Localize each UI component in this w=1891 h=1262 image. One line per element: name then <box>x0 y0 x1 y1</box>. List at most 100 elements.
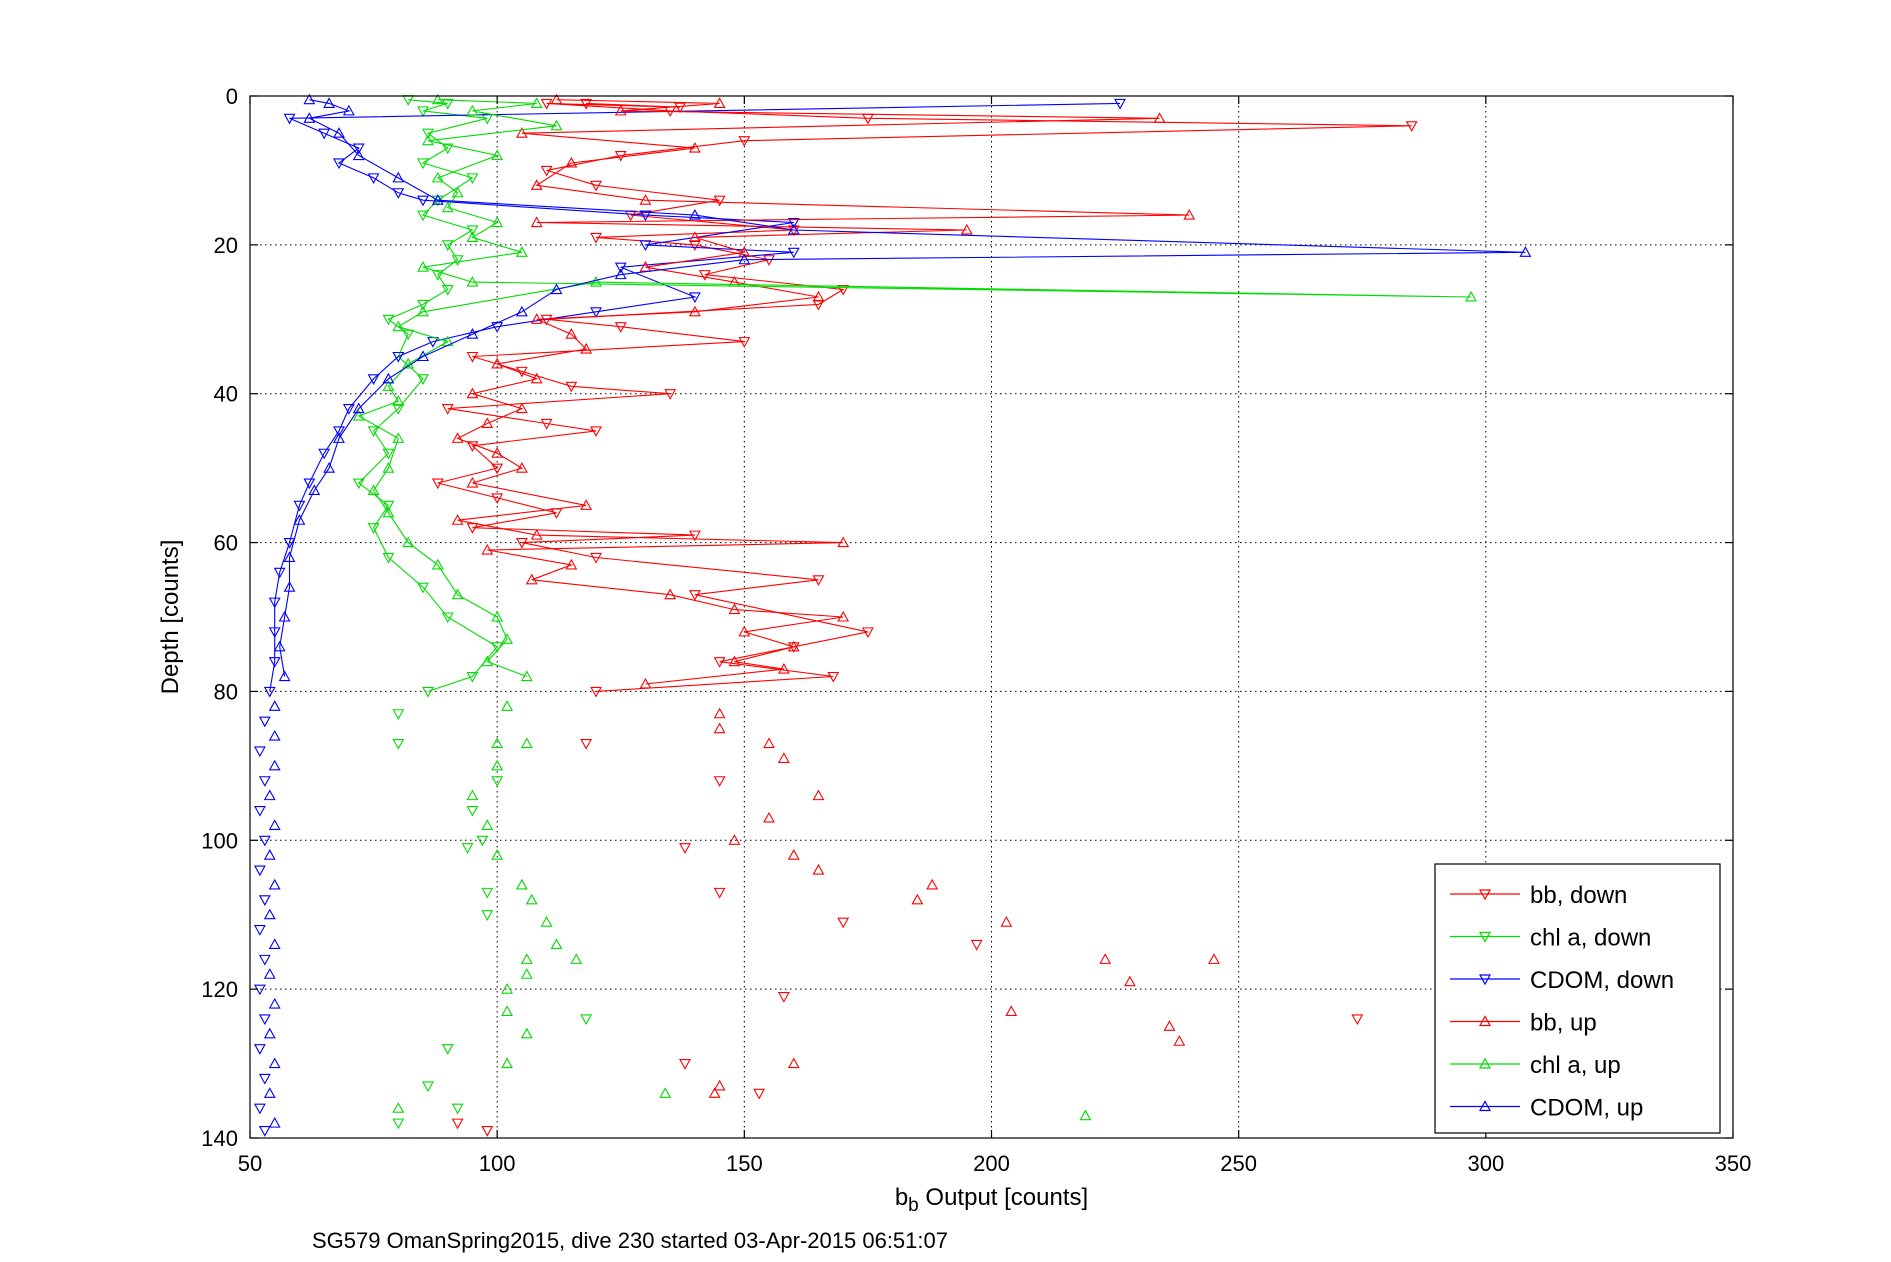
series-chl-a-up <box>352 93 1477 1121</box>
data-point <box>352 149 365 161</box>
data-point <box>392 404 405 415</box>
data-point <box>664 389 677 400</box>
data-point <box>253 1103 266 1115</box>
data-point <box>1099 953 1112 964</box>
data-point <box>679 843 691 854</box>
data-point <box>268 938 281 950</box>
data-point <box>713 195 726 207</box>
data-point <box>738 625 751 637</box>
series-line <box>357 99 499 692</box>
data-point <box>382 506 395 518</box>
data-point <box>861 627 874 639</box>
data-point <box>1519 246 1532 257</box>
data-point <box>273 640 286 652</box>
data-point <box>688 240 701 251</box>
data-point <box>283 551 296 563</box>
data-point <box>283 538 296 549</box>
data-point <box>253 746 266 758</box>
data-point <box>1114 98 1126 110</box>
data-point <box>580 98 593 110</box>
data-point <box>540 916 553 927</box>
data-point <box>688 305 701 317</box>
data-point <box>590 686 602 698</box>
data-point <box>520 953 533 964</box>
data-point <box>268 700 281 711</box>
data-point <box>451 186 464 198</box>
data-point <box>911 893 924 905</box>
data-point <box>614 268 627 280</box>
y-tick-label: 80 <box>214 679 238 704</box>
data-point <box>431 171 444 183</box>
data-point <box>382 462 395 473</box>
data-point <box>466 351 479 363</box>
data-point <box>530 179 543 190</box>
data-point <box>688 292 701 304</box>
data-point <box>258 1014 271 1026</box>
data-point <box>352 409 365 421</box>
data-point <box>422 1081 434 1093</box>
data-point <box>466 275 479 287</box>
data-point <box>688 141 701 153</box>
data-point <box>1405 121 1418 132</box>
data-point <box>550 938 563 950</box>
data-point <box>481 543 494 555</box>
data-point <box>787 223 800 235</box>
data-point <box>431 270 444 281</box>
data-point <box>268 729 281 741</box>
data-point <box>530 313 543 324</box>
data-point <box>777 752 790 763</box>
x-tick-label: 350 <box>1715 1151 1752 1176</box>
data-point <box>481 887 494 899</box>
legend-marker <box>1478 974 1492 986</box>
x-axis-label: bb Output [counts] <box>895 1184 1088 1216</box>
data-point <box>491 447 504 458</box>
legend-entry: bb, down <box>1450 882 1627 909</box>
data-point <box>738 136 751 147</box>
data-point <box>342 104 355 116</box>
y-tick-label: 140 <box>201 1126 238 1151</box>
data-point <box>708 1087 721 1098</box>
data-point <box>515 246 528 257</box>
data-point <box>417 299 429 311</box>
data-point <box>268 997 281 1009</box>
data-point <box>713 657 726 668</box>
legend-entry: chl a, down <box>1450 925 1651 952</box>
data-point <box>466 476 479 488</box>
data-point <box>501 633 513 644</box>
data-point <box>417 261 429 272</box>
data-point <box>540 165 553 177</box>
data-point <box>590 180 602 192</box>
data-point <box>728 834 741 845</box>
data-point <box>441 404 454 415</box>
data-point <box>812 575 825 586</box>
data-point <box>837 610 850 622</box>
data-point <box>565 381 578 393</box>
data-point <box>565 558 578 570</box>
data-point <box>263 968 276 979</box>
data-point <box>787 640 800 652</box>
legend-entry: CDOM, down <box>1450 967 1674 994</box>
data-point <box>614 104 627 116</box>
data-point <box>590 552 602 564</box>
data-point <box>688 208 701 220</box>
data-point <box>812 299 825 311</box>
x-axis-label-rest: Output [counts] <box>919 1184 1088 1211</box>
data-point <box>674 102 687 114</box>
data-point <box>639 210 652 222</box>
data-point <box>461 843 474 854</box>
data-point <box>451 1103 464 1115</box>
data-point <box>728 655 741 667</box>
data-point <box>268 878 281 890</box>
data-point <box>515 305 528 317</box>
data-point <box>812 789 825 801</box>
data-point <box>550 93 563 105</box>
data-point <box>713 97 726 108</box>
data-point <box>263 849 276 860</box>
data-point <box>614 150 627 162</box>
data-point <box>698 270 711 281</box>
data-point <box>639 677 652 689</box>
data-point <box>431 558 444 570</box>
data-point <box>402 536 415 548</box>
data-point <box>525 893 538 905</box>
y-tick-label: 0 <box>226 84 238 109</box>
